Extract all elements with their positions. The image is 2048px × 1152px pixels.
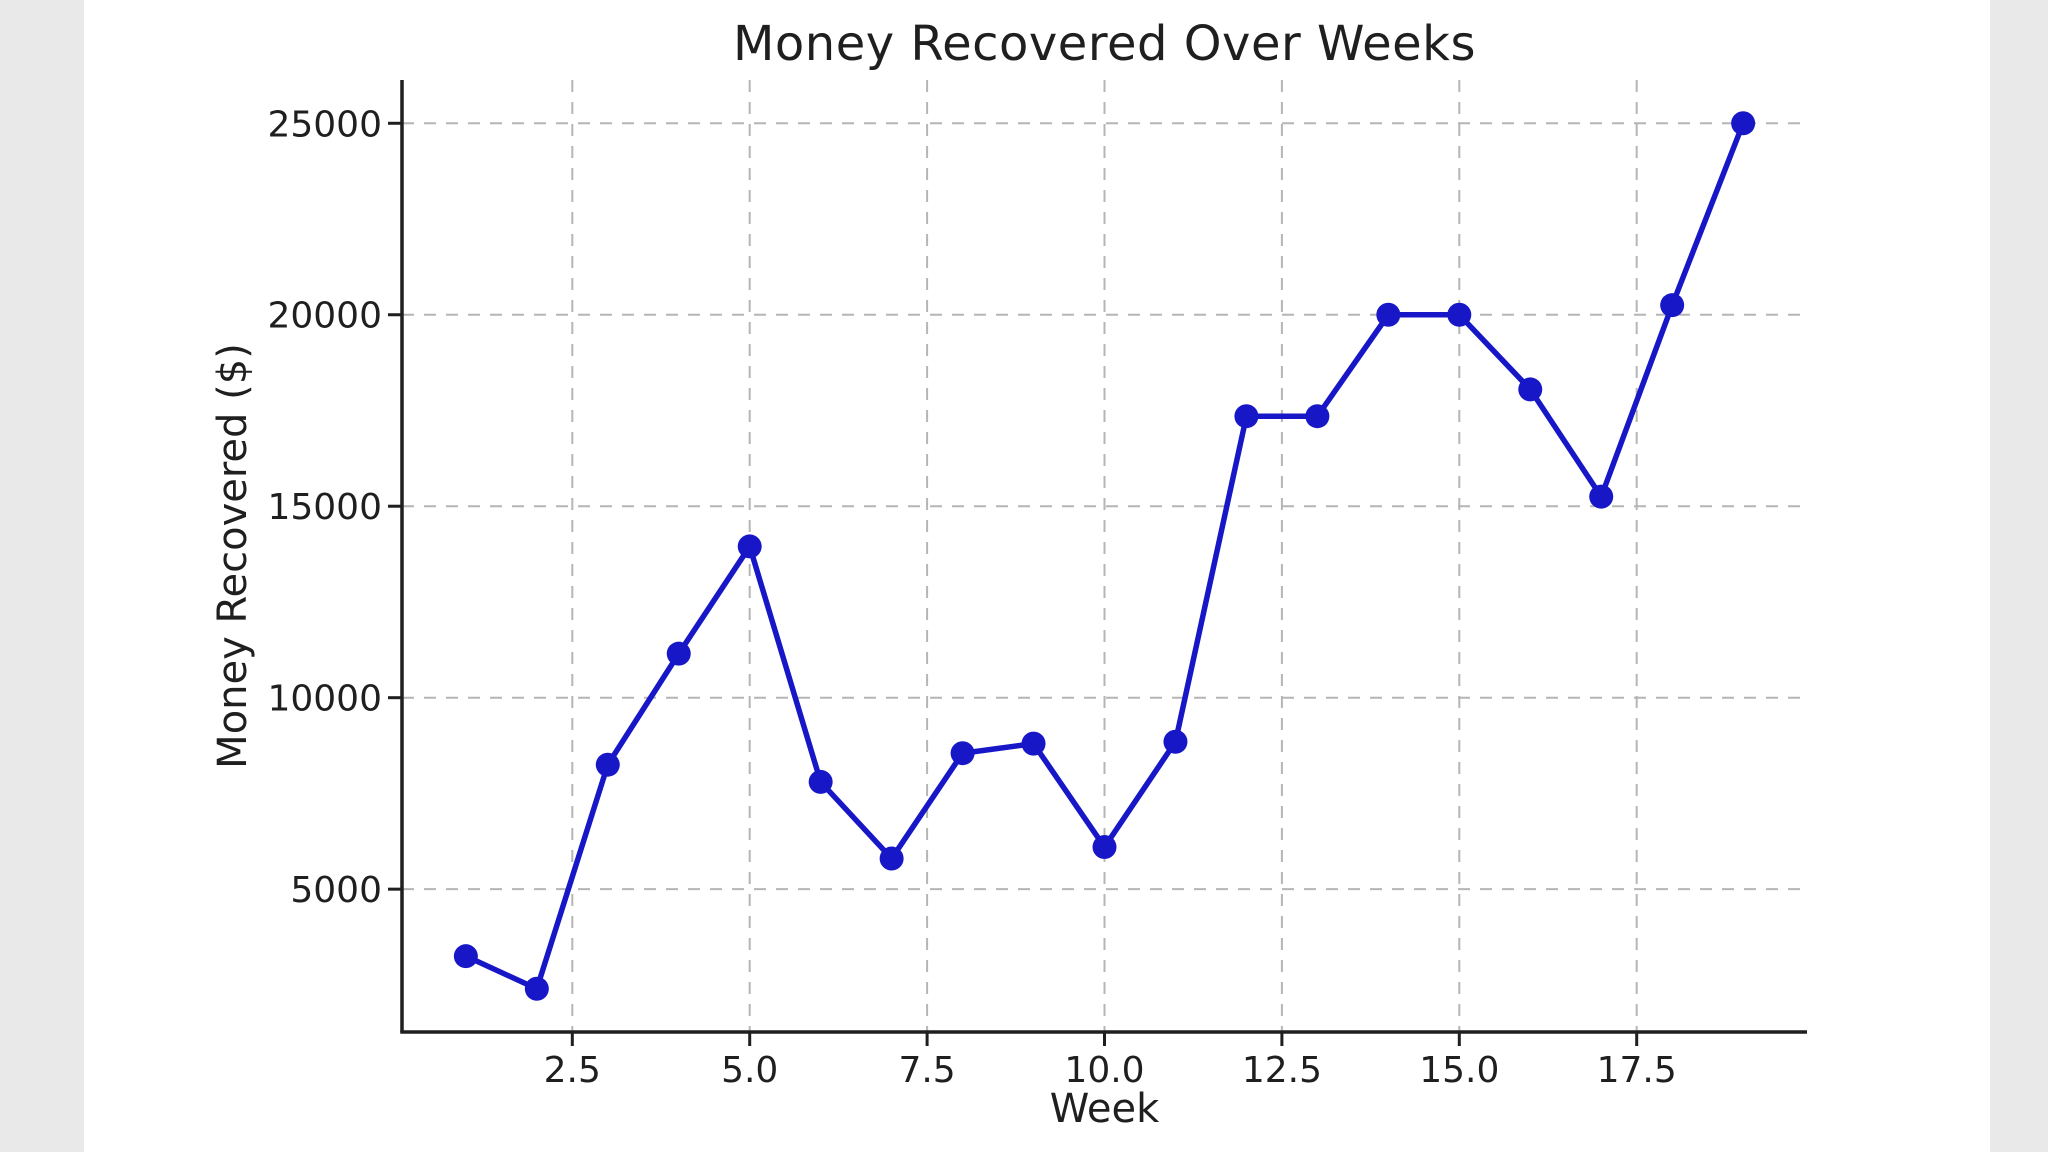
x-tick-label: 5.0 <box>721 1050 778 1091</box>
y-tick-label: 20000 <box>267 296 382 337</box>
data-point-marker <box>524 976 549 1001</box>
data-point-marker <box>1092 835 1117 860</box>
data-point-marker <box>1234 404 1259 429</box>
x-tick-label: 7.5 <box>898 1050 955 1091</box>
data-point-marker <box>1731 111 1756 136</box>
x-tick-label: 12.5 <box>1242 1050 1322 1091</box>
x-tick-label: 10.0 <box>1064 1050 1144 1091</box>
data-point-marker <box>1021 731 1046 756</box>
chart-title: Money Recovered Over Weeks <box>733 16 1476 72</box>
page-margin-left <box>0 0 84 1152</box>
data-point-marker <box>1447 302 1472 327</box>
data-point-marker <box>595 752 620 777</box>
x-tick-label: 15.0 <box>1419 1050 1499 1091</box>
x-tick-label: 17.5 <box>1597 1050 1677 1091</box>
y-tick-label: 5000 <box>290 870 382 911</box>
x-axis-label: Week <box>1049 1086 1160 1132</box>
data-point-marker <box>1660 293 1685 318</box>
data-point-marker <box>1305 404 1330 429</box>
data-point-marker <box>950 741 975 766</box>
y-axis-label: Money Recovered ($) <box>210 343 256 769</box>
data-point-marker <box>453 944 478 969</box>
data-point-marker <box>737 534 762 559</box>
data-point-marker <box>1589 484 1614 509</box>
y-tick-label: 15000 <box>267 487 382 528</box>
data-point-marker <box>1376 302 1401 327</box>
data-point-marker <box>808 769 833 794</box>
page-margin-right <box>1990 0 2048 1152</box>
x-tick-label: 2.5 <box>544 1050 601 1091</box>
data-point-marker <box>666 641 691 666</box>
data-point-marker <box>1518 377 1543 402</box>
y-tick-label: 25000 <box>267 104 382 145</box>
y-tick-label: 10000 <box>267 679 382 720</box>
data-point-marker <box>879 846 904 871</box>
data-point-marker <box>1163 729 1188 754</box>
